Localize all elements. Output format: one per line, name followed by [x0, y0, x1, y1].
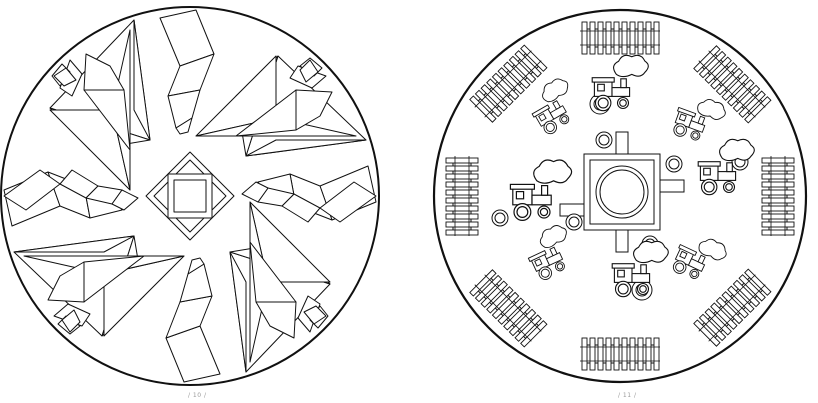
tangram-zigzag: [3, 169, 139, 211]
central-hub: [559, 131, 685, 253]
tangram-wing: [195, 55, 357, 137]
center-square-motif: [145, 151, 235, 241]
page-number-right: / 11 /: [618, 392, 637, 399]
page-number-left: / 10 /: [188, 392, 207, 399]
